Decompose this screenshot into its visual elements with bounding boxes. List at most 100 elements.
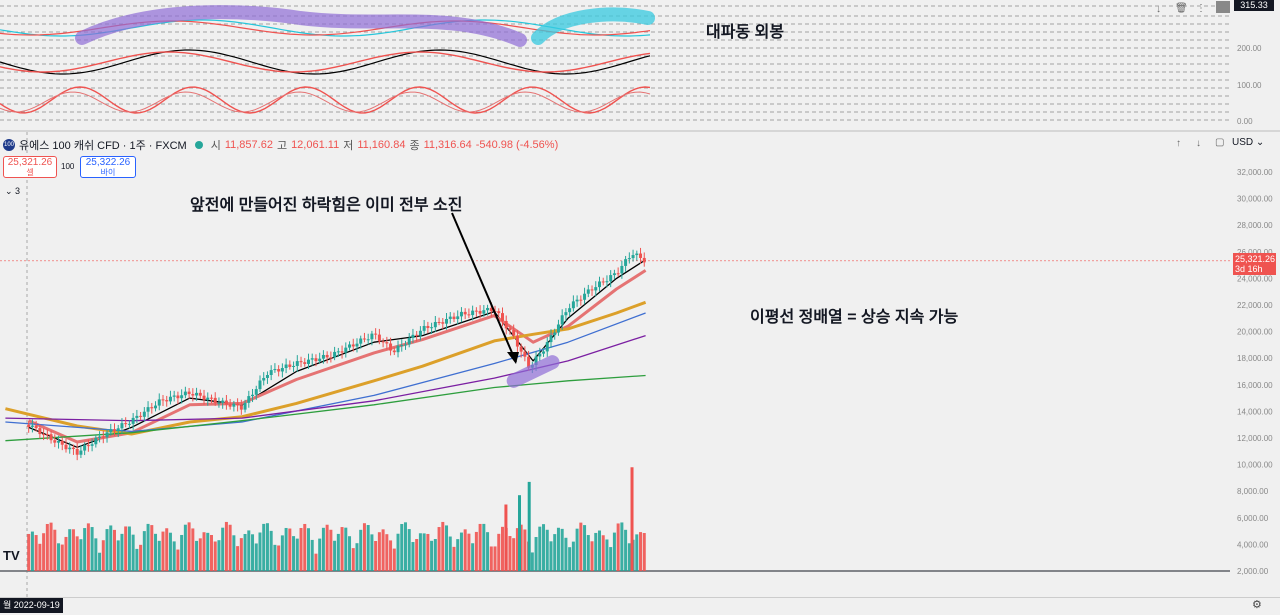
volume-bar	[105, 529, 109, 571]
volume-bar	[519, 524, 523, 571]
candle-body	[198, 392, 202, 396]
price-tick-label: 16,000.00	[1237, 381, 1273, 390]
candle-body	[549, 335, 553, 343]
high-label: 고	[276, 140, 288, 152]
volume-bar	[71, 529, 75, 571]
arrow-down-icon[interactable]: ↓	[1156, 4, 1161, 15]
volume-bar	[202, 532, 206, 571]
candle-body	[180, 395, 184, 399]
candle-body	[191, 394, 195, 396]
candle-body	[139, 415, 143, 417]
volume-bar	[579, 522, 583, 571]
close-value: 11,316.64	[423, 139, 472, 151]
volume-bar	[306, 528, 310, 571]
volume-bar	[441, 521, 445, 571]
volume-bar	[515, 528, 519, 571]
candle-body	[553, 332, 557, 336]
price-tick-label: 28,000.00	[1237, 221, 1273, 230]
annotation-top[interactable]: 대파동 외봉	[706, 24, 785, 41]
candle-body	[344, 347, 348, 353]
time-axis[interactable]	[0, 597, 1280, 615]
candle-body	[590, 289, 594, 291]
open-label: 시	[210, 140, 221, 152]
candle-body	[403, 344, 407, 346]
volume-bar	[549, 541, 553, 571]
price-tick-label: 24,000.00	[1237, 274, 1273, 283]
volume-bar	[568, 547, 572, 571]
volume-bar	[534, 537, 538, 571]
candle-body	[430, 327, 434, 329]
annotation-mid[interactable]: 앞전에 만들어진 하락힘은 이미 전부 소진	[190, 197, 463, 214]
candle-body	[176, 395, 180, 399]
sell-button[interactable]: 25,321.26 셀	[3, 156, 57, 178]
candle-body	[183, 391, 187, 396]
candle-body	[232, 403, 236, 407]
volume-bar	[359, 529, 363, 571]
volume-bar	[314, 553, 318, 571]
volume-bar	[195, 540, 199, 571]
candle-body	[280, 368, 284, 372]
volume-bar	[594, 532, 598, 571]
candle-body	[243, 402, 247, 410]
arrow-down-icon[interactable]: ↓	[1196, 138, 1201, 149]
candle-body	[116, 428, 120, 432]
volume-bar	[348, 536, 352, 571]
volume-bar	[232, 535, 236, 571]
candle-body	[288, 364, 292, 367]
volume-bar	[530, 552, 534, 571]
volume-bar	[325, 524, 329, 571]
more-icon[interactable]: ⋮	[1196, 3, 1206, 14]
sell-label: 셀	[26, 168, 34, 177]
ma-line-ma-480	[5, 374, 646, 442]
volume-bar	[489, 546, 493, 571]
candle-body	[612, 273, 616, 276]
candle-body	[605, 281, 609, 283]
volume-bar	[34, 535, 38, 571]
volume-bar	[64, 536, 68, 571]
buy-label: 바이	[100, 168, 116, 177]
volume-bar	[422, 533, 426, 571]
volume-bar	[471, 543, 475, 571]
volume-bar	[79, 539, 83, 571]
candle-body	[161, 399, 165, 401]
volume-bar	[575, 528, 579, 571]
volume-bar	[68, 529, 72, 571]
volume-bar	[411, 542, 415, 571]
symbol-name[interactable]: 유에스 100 캐쉬 CFD · 1주 · FXCM	[19, 140, 187, 152]
maximize-icon[interactable]: ▢	[1215, 137, 1225, 148]
annotation-right[interactable]: 이평선 정배열 = 상승 지속 가능	[750, 309, 959, 326]
candle-body	[370, 333, 374, 340]
currency-selector[interactable]: USD ⌄	[1232, 137, 1264, 148]
volume-bar	[508, 536, 512, 571]
trash-icon[interactable]: 🗑	[1175, 3, 1188, 14]
volume-bar	[601, 535, 605, 571]
oscillator-line-6	[0, 91, 651, 113]
candle-body	[627, 258, 631, 260]
currency-label: USD	[1232, 137, 1254, 148]
spread-value: 100	[61, 162, 75, 171]
candle-body	[359, 338, 363, 344]
indicators-collapse-toggle[interactable]: ⌄ 3	[5, 186, 21, 196]
volume-bar	[38, 543, 42, 571]
volume-bar	[400, 524, 404, 571]
low-label: 저	[343, 140, 354, 152]
candle-body	[422, 325, 426, 331]
candle-body	[213, 397, 217, 403]
volume-bar	[545, 529, 549, 571]
settings-gear-icon[interactable]: ⚙	[1252, 599, 1262, 611]
buy-button[interactable]: 25,322.26 바이	[80, 156, 136, 178]
ma-line-ma-60	[5, 300, 647, 436]
candle-body	[336, 351, 340, 353]
volume-bar	[224, 521, 228, 571]
volume-bar	[288, 528, 292, 571]
candle-body	[452, 316, 456, 320]
arrow-up-icon[interactable]: ↑	[1176, 138, 1181, 149]
candle-body	[42, 434, 46, 436]
candle-body	[571, 301, 575, 309]
candle-body	[310, 358, 314, 360]
candle-body	[534, 356, 538, 366]
candle-body	[355, 343, 359, 347]
volume-bar	[362, 523, 366, 571]
candle-body	[601, 281, 605, 283]
